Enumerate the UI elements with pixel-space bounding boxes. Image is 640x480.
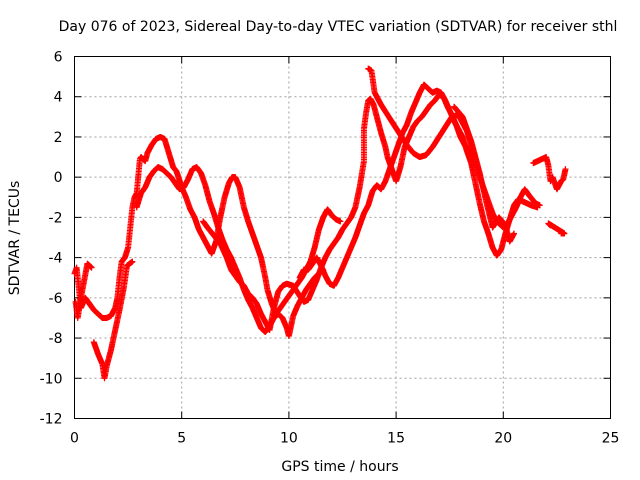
y-tick-label: 0 (54, 170, 63, 186)
x-tick-label: 25 (602, 431, 620, 447)
data-point (536, 202, 543, 209)
data-point (562, 166, 569, 173)
y-tick-label: 6 (54, 50, 63, 66)
y-tick-label: -8 (49, 331, 63, 347)
x-tick-label: 0 (70, 431, 79, 447)
x-tick-label: 10 (280, 431, 298, 447)
y-axis-label: SDTVAR / TECUs (7, 181, 23, 296)
data-marks (71, 65, 569, 382)
series-track-3 (72, 91, 477, 334)
y-tick-label: -12 (40, 412, 63, 428)
y-tick-label: -6 (49, 291, 63, 307)
series-track-4 (296, 81, 541, 289)
data-point (129, 258, 136, 265)
x-tick-label: 15 (387, 431, 405, 447)
series-track-2 (90, 164, 327, 382)
y-tick-label: -10 (40, 371, 63, 387)
y-tick-label: -2 (49, 210, 63, 226)
x-tick-label: 20 (494, 431, 512, 447)
y-tick-label: 2 (54, 130, 63, 146)
grid-lines (74, 56, 611, 419)
x-tick-label: 5 (177, 431, 186, 447)
series-track-6 (450, 103, 569, 245)
plot-frame (74, 56, 611, 419)
chart-title: Day 076 of 2023, Sidereal Day-to-day VTE… (59, 19, 618, 35)
y-tick-label: 4 (54, 90, 63, 106)
series-track-5 (365, 65, 543, 231)
data-point (337, 218, 344, 225)
data-point (88, 264, 95, 271)
x-axis-label: GPS time / hours (281, 459, 398, 475)
axis-ticks: 0 5 10 15 20 25 -12 -10 -8 -6 -4 -2 0 2 4 6 (40, 50, 620, 447)
data-point (511, 230, 518, 237)
data-point (547, 222, 554, 229)
y-tick-label: -4 (49, 251, 63, 267)
